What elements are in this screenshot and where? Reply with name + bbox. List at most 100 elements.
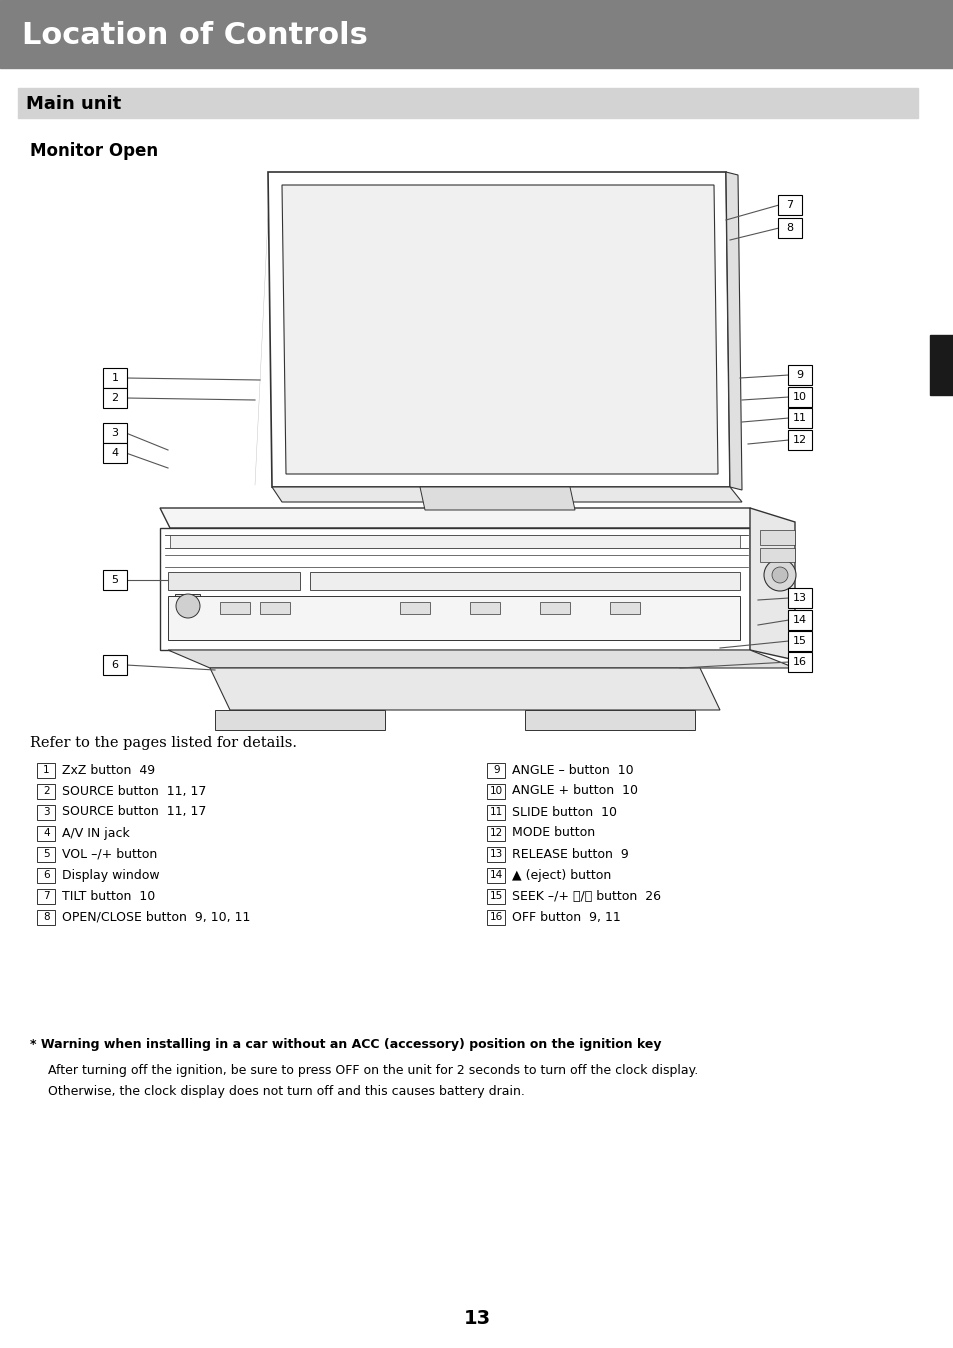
Text: 14: 14 [489,869,502,880]
Text: 12: 12 [792,435,806,445]
Circle shape [771,568,787,582]
Bar [18,88,917,119]
Polygon shape [220,603,250,613]
Text: 7: 7 [43,891,50,900]
FancyBboxPatch shape [103,423,127,443]
FancyBboxPatch shape [487,847,505,861]
Text: TILT button  10: TILT button 10 [62,890,155,903]
Polygon shape [272,487,741,501]
Text: Monitor Open: Monitor Open [30,142,158,160]
Polygon shape [310,572,740,590]
Polygon shape [470,603,499,613]
Polygon shape [170,535,740,549]
FancyBboxPatch shape [37,805,55,820]
Text: Refer to the pages listed for details.: Refer to the pages listed for details. [30,736,296,749]
Text: 4: 4 [112,448,118,458]
Polygon shape [749,508,794,661]
Text: Otherwise, the clock display does not turn off and this causes battery drain.: Otherwise, the clock display does not tu… [48,1085,524,1099]
Bar [0,0,953,67]
Polygon shape [760,530,794,545]
FancyBboxPatch shape [787,588,811,608]
Polygon shape [399,603,430,613]
Text: 12: 12 [489,828,502,838]
Text: VOL –/+ button: VOL –/+ button [62,848,157,860]
Polygon shape [419,487,575,510]
Text: 1: 1 [112,373,118,383]
FancyBboxPatch shape [487,825,505,841]
FancyBboxPatch shape [37,910,55,925]
Text: MODE button: MODE button [512,826,595,840]
Polygon shape [260,603,290,613]
Text: ZxZ button  49: ZxZ button 49 [62,763,155,776]
Text: 4: 4 [43,828,50,838]
FancyBboxPatch shape [37,847,55,861]
FancyBboxPatch shape [37,763,55,778]
Text: 15: 15 [792,636,806,646]
Text: 13: 13 [489,849,502,859]
FancyBboxPatch shape [487,763,505,778]
FancyBboxPatch shape [787,631,811,651]
Text: SLIDE button  10: SLIDE button 10 [512,806,617,818]
Polygon shape [268,173,729,487]
Text: 5: 5 [112,576,118,585]
Text: A/V IN jack: A/V IN jack [62,826,130,840]
Polygon shape [214,710,385,731]
Text: 6: 6 [112,661,118,670]
Polygon shape [168,596,740,640]
FancyBboxPatch shape [103,443,127,462]
FancyBboxPatch shape [487,910,505,925]
Text: 11: 11 [792,412,806,423]
FancyBboxPatch shape [37,825,55,841]
FancyBboxPatch shape [787,430,811,450]
Text: SOURCE button  11, 17: SOURCE button 11, 17 [62,785,206,798]
FancyBboxPatch shape [103,655,127,675]
Text: 10: 10 [792,392,806,402]
Polygon shape [174,594,200,617]
Text: Location of Controls: Location of Controls [22,22,368,50]
Polygon shape [160,528,749,650]
Text: 11: 11 [489,807,502,817]
Text: 5: 5 [43,849,50,859]
FancyBboxPatch shape [37,888,55,903]
FancyBboxPatch shape [37,868,55,883]
Polygon shape [539,603,569,613]
FancyBboxPatch shape [787,365,811,386]
Text: 8: 8 [785,222,793,233]
Polygon shape [524,710,695,731]
Bar [929,336,953,395]
FancyBboxPatch shape [37,783,55,798]
Text: 14: 14 [792,615,806,625]
Text: 9: 9 [493,766,499,775]
Text: 8: 8 [43,913,50,922]
Text: 16: 16 [792,656,806,667]
Text: ▲ (eject) button: ▲ (eject) button [512,868,611,882]
Polygon shape [609,603,639,613]
Polygon shape [725,173,741,491]
Text: 1: 1 [43,766,50,775]
Text: 7: 7 [785,200,793,210]
FancyBboxPatch shape [103,388,127,408]
FancyBboxPatch shape [778,218,801,239]
Text: 2: 2 [112,394,118,403]
Text: * Warning when installing in a car without an ACC (accessory) position on the ig: * Warning when installing in a car witho… [30,1038,660,1051]
FancyBboxPatch shape [487,805,505,820]
Text: 13: 13 [792,593,806,603]
Text: Display window: Display window [62,868,159,882]
Text: 15: 15 [489,891,502,900]
Circle shape [175,594,200,617]
Text: 3: 3 [112,429,118,438]
FancyBboxPatch shape [778,195,801,214]
Text: 13: 13 [463,1309,490,1328]
FancyBboxPatch shape [787,408,811,429]
Text: After turning off the ignition, be sure to press OFF on the unit for 2 seconds t: After turning off the ignition, be sure … [48,1064,698,1077]
Text: 6: 6 [43,869,50,880]
Polygon shape [160,508,760,528]
Polygon shape [168,572,299,590]
Polygon shape [210,669,720,710]
FancyBboxPatch shape [787,652,811,673]
Text: 9: 9 [796,369,802,380]
Polygon shape [760,549,794,562]
FancyBboxPatch shape [787,611,811,630]
Text: SOURCE button  11, 17: SOURCE button 11, 17 [62,806,206,818]
FancyBboxPatch shape [787,387,811,407]
